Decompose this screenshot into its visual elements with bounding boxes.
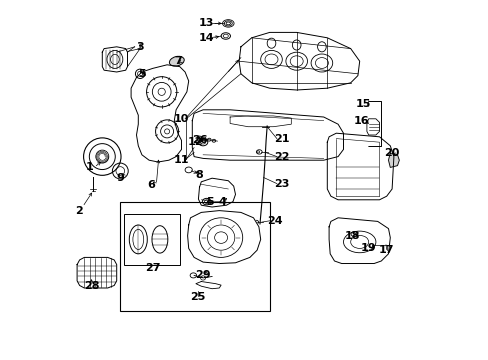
Polygon shape <box>187 211 260 264</box>
Text: 23: 23 <box>274 179 289 189</box>
Text: 17: 17 <box>378 245 394 255</box>
Text: 11: 11 <box>173 155 189 165</box>
Text: 14: 14 <box>199 33 214 43</box>
Polygon shape <box>366 119 379 135</box>
Polygon shape <box>102 47 127 72</box>
Text: 29: 29 <box>195 270 210 280</box>
Polygon shape <box>239 32 359 90</box>
Text: 6: 6 <box>147 180 155 190</box>
Text: 1: 1 <box>86 162 93 172</box>
Bar <box>123 214 179 265</box>
Text: 7: 7 <box>174 56 182 66</box>
Text: 4: 4 <box>219 197 226 207</box>
Polygon shape <box>77 257 117 288</box>
Polygon shape <box>131 65 188 162</box>
Polygon shape <box>328 218 389 264</box>
Polygon shape <box>387 153 399 167</box>
Text: 10: 10 <box>173 114 189 124</box>
Text: 2: 2 <box>75 206 82 216</box>
Polygon shape <box>198 178 235 207</box>
Text: 18: 18 <box>344 231 360 241</box>
Text: 8: 8 <box>195 170 203 180</box>
Text: 9: 9 <box>116 173 124 183</box>
Text: 20: 20 <box>384 148 399 158</box>
Text: 21: 21 <box>274 134 289 144</box>
Text: 26: 26 <box>191 135 207 145</box>
Text: 25: 25 <box>190 292 205 302</box>
Ellipse shape <box>169 56 184 66</box>
Text: 19: 19 <box>360 243 376 253</box>
Text: 12: 12 <box>188 137 203 147</box>
Text: 5: 5 <box>206 197 214 207</box>
Bar <box>120 202 269 311</box>
Text: 22: 22 <box>274 152 289 162</box>
Text: 15: 15 <box>355 99 370 109</box>
Text: 16: 16 <box>353 116 368 126</box>
Text: 5: 5 <box>138 69 145 79</box>
Polygon shape <box>326 133 393 200</box>
Text: 24: 24 <box>267 216 283 226</box>
Text: 3: 3 <box>136 42 143 52</box>
Text: 27: 27 <box>144 263 160 273</box>
Polygon shape <box>192 110 343 160</box>
Text: 28: 28 <box>83 281 99 291</box>
Text: 13: 13 <box>199 18 214 28</box>
